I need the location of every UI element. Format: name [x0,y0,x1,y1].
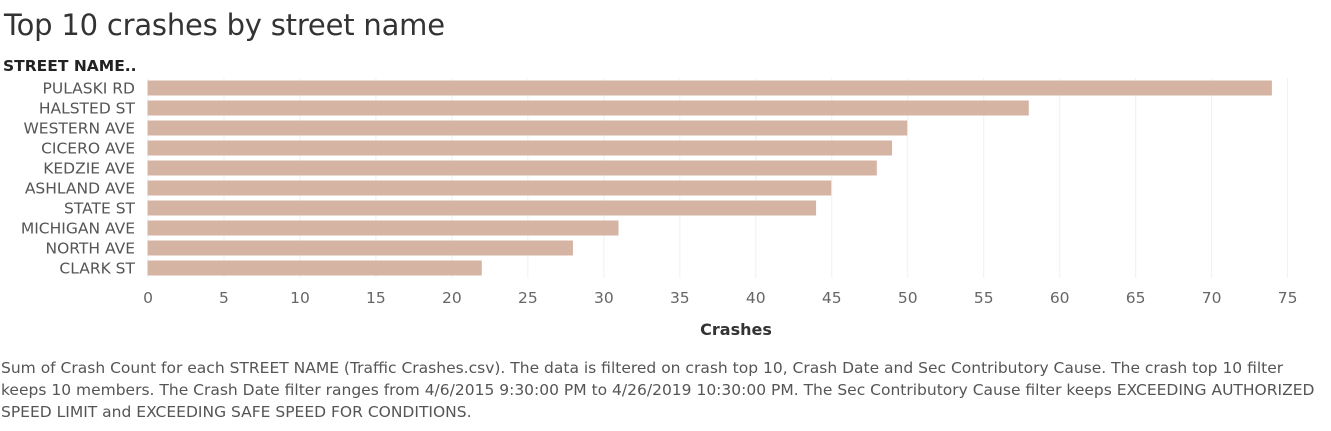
bar[interactable] [147,120,908,136]
chart-title: Top 10 crashes by street name [4,8,445,42]
bar[interactable] [147,160,877,176]
bar-chart: PULASKI RD HALSTED ST WESTERN AVE CICERO AV… [3,57,1297,339]
category-label: CICERO AVE [41,140,135,158]
category-label: MICHIGAN AVE [21,220,135,238]
category-label: WESTERN AVE [23,120,135,138]
x-tick-label: 75 [1278,289,1298,307]
x-axis-label: Crashes [700,320,772,339]
bar[interactable] [147,180,832,196]
x-tick-label: 15 [366,289,386,307]
x-tick-label: 0 [143,289,153,307]
x-tick-label: 50 [898,289,918,307]
bar[interactable] [147,220,619,236]
bar[interactable] [147,200,817,216]
x-tick-label: 45 [822,289,842,307]
bar[interactable] [147,240,573,256]
x-tick-label: 25 [518,289,538,307]
x-tick-label: 60 [1050,289,1070,307]
bar[interactable] [147,100,1029,116]
bars [147,80,1272,276]
bar[interactable] [147,140,893,156]
x-tick-label: 10 [290,289,310,307]
category-label: CLARK ST [59,260,135,278]
row-header: STREET NAME.. [3,57,137,75]
x-tick-labels: 0 5 10 15 20 25 30 35 40 45 50 55 60 65 70 75 [143,289,1297,307]
category-label: ASHLAND AVE [25,180,135,198]
chart-caption: Sum of Crash Count for each STREET NAME … [1,359,1315,421]
category-label: STATE ST [64,200,136,218]
x-tick-label: 5 [219,289,229,307]
category-label: HALSTED ST [39,100,136,118]
category-labels: PULASKI RD HALSTED ST WESTERN AVE CICERO AV… [21,80,136,278]
bar[interactable] [147,260,482,276]
category-label: NORTH AVE [46,240,136,258]
x-tick-label: 70 [1202,289,1222,307]
x-tick-label: 65 [1126,289,1146,307]
x-tick-label: 30 [594,289,614,307]
x-tick-label: 20 [442,289,462,307]
x-tick-label: 35 [670,289,690,307]
category-label: PULASKI RD [43,80,136,98]
x-tick-label: 40 [746,289,766,307]
x-tick-label: 55 [974,289,994,307]
bar[interactable] [147,80,1272,96]
category-label: KEDZIE AVE [43,160,135,178]
